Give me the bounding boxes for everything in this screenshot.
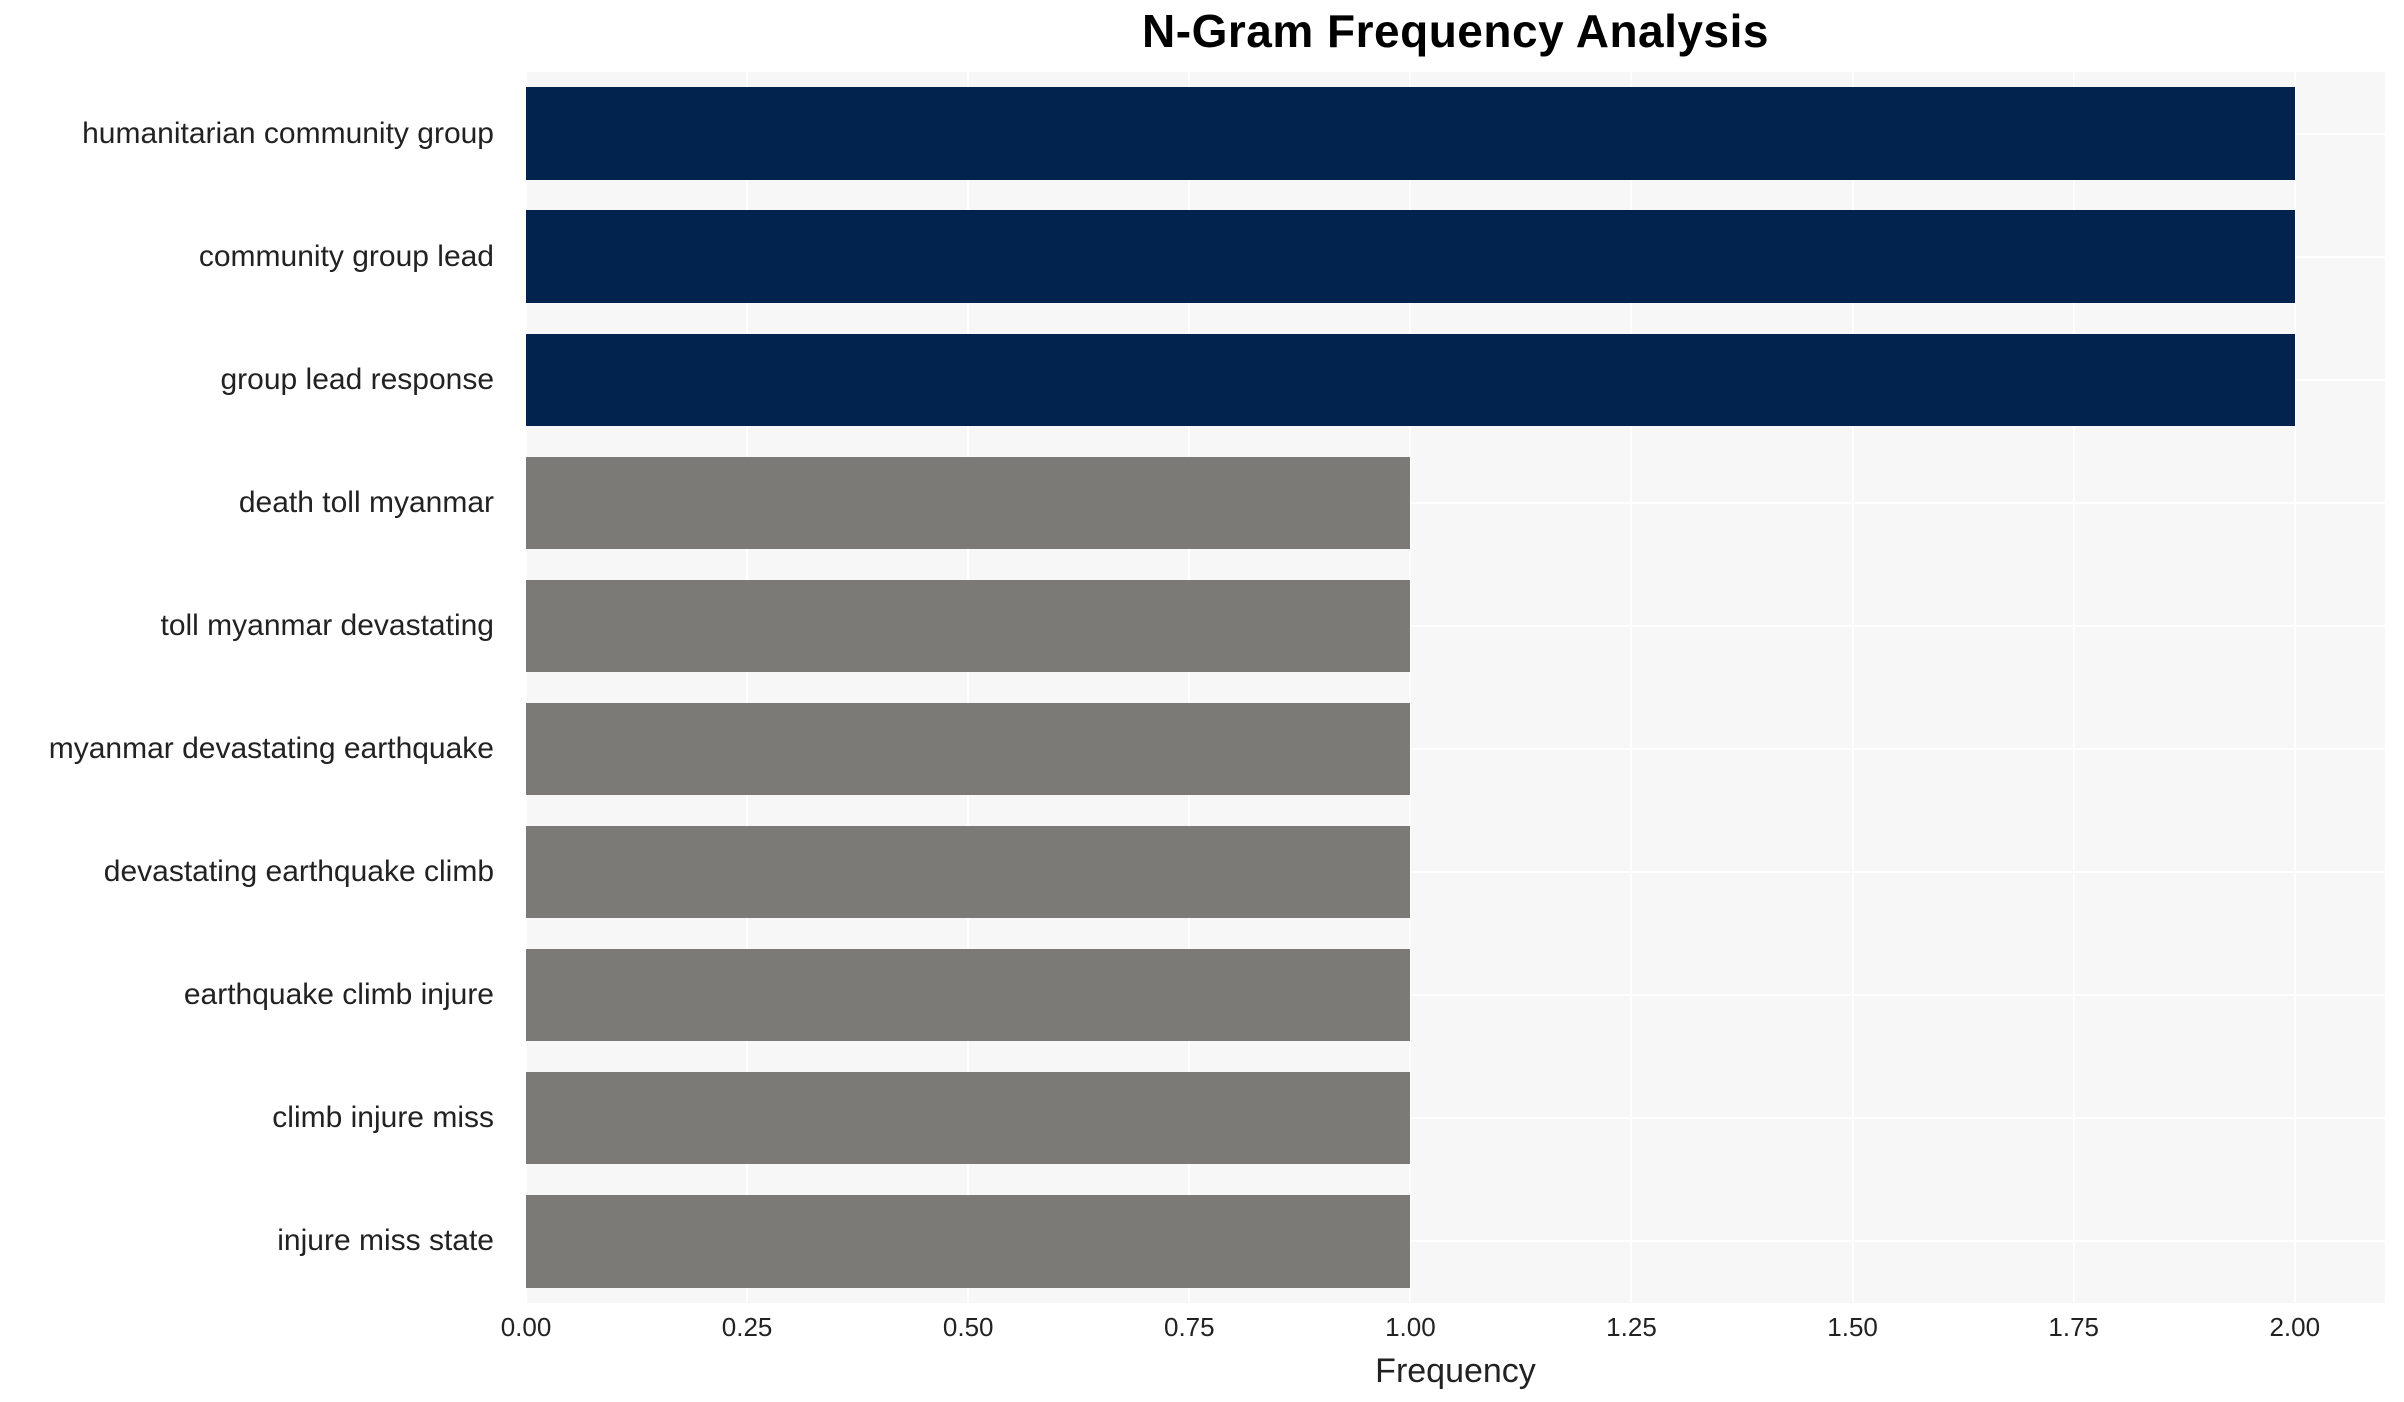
y-gridline [526, 624, 2385, 627]
bar-community-group-lead [526, 210, 2295, 303]
x-axis-title: Frequency [1375, 1352, 1536, 1390]
y-tick-label: myanmar devastating earthquake [48, 732, 494, 766]
x-tick-label: 1.50 [1827, 1312, 1878, 1342]
y-tick-label: earthquake climb injure [183, 978, 494, 1012]
y-gridline [526, 748, 2385, 751]
x-gridline [525, 72, 527, 1303]
x-tick-label: 1.75 [2048, 1312, 2099, 1342]
x-gridline [967, 72, 970, 1303]
bar-row [526, 564, 2385, 687]
x-tick-label: 0.50 [942, 1312, 994, 1342]
bar-toll-myanmar-devastating [526, 579, 1411, 673]
x-gridline [2293, 72, 2296, 1303]
bar-death-toll-myanmar [526, 456, 1411, 549]
y-tick-label: climb injure miss [272, 1101, 494, 1135]
x-gridline [1409, 72, 1412, 1303]
y-axis-labels: humanitarian community group community gr… [0, 72, 510, 1303]
y-tick-label: injure miss state [277, 1224, 494, 1258]
y-gridline [526, 501, 2385, 504]
y-tick-label: devastating earthquake climb [103, 855, 494, 889]
bar-rows [526, 72, 2385, 1303]
bar-devastating-earthquake-climb [526, 825, 1411, 919]
y-gridline [526, 1240, 2385, 1243]
bar-humanitarian-community-group [526, 87, 2295, 180]
x-gridline [746, 72, 749, 1303]
x-tick-label: 0.00 [500, 1312, 552, 1342]
bar-earthquake-climb-injure [526, 949, 1411, 1042]
bar-row [526, 687, 2385, 810]
x-gridline [1188, 72, 1191, 1303]
bar-myanmar-devastating-earthquake [526, 702, 1411, 796]
bar-row [526, 195, 2385, 318]
bar-row [526, 72, 2385, 195]
bar-row [526, 811, 2385, 934]
chart-title: N-Gram Frequency Analysis [1142, 5, 1769, 57]
x-gridline [1851, 72, 1854, 1303]
x-tick-label: 0.75 [1163, 1312, 1215, 1342]
y-gridline [526, 994, 2385, 997]
bar-climb-injure-miss [526, 1072, 1411, 1165]
y-tick-label: community group lead [198, 239, 494, 273]
bar-row [526, 1057, 2385, 1180]
bar-row [526, 1180, 2385, 1303]
bar-injure-miss-state [526, 1195, 1411, 1288]
x-gridline [2072, 72, 2075, 1303]
bar-row [526, 934, 2385, 1057]
x-gridline [1630, 72, 1633, 1303]
y-gridline [526, 1117, 2385, 1120]
y-tick-label: humanitarian community group [82, 116, 494, 150]
y-tick-label: death toll myanmar [238, 485, 494, 519]
bar-row [526, 441, 2385, 564]
plot-area [525, 72, 2385, 1303]
x-tick-label: 2.00 [2269, 1312, 2321, 1342]
y-tick-label: toll myanmar devastating [160, 608, 495, 642]
x-axis-ticks: 0.00 0.25 0.50 0.75 1.00 1.25 1.50 1.75 2.00 [501, 1312, 2385, 1348]
y-gridline [526, 871, 2385, 874]
bar-group-lead-response [526, 333, 2295, 426]
x-tick-label: 1.00 [1385, 1312, 1436, 1342]
y-tick-label: group lead response [220, 362, 494, 396]
x-tick-label: 1.25 [1606, 1312, 1657, 1342]
x-tick-label: 0.25 [721, 1312, 773, 1342]
bar-row [526, 318, 2385, 441]
